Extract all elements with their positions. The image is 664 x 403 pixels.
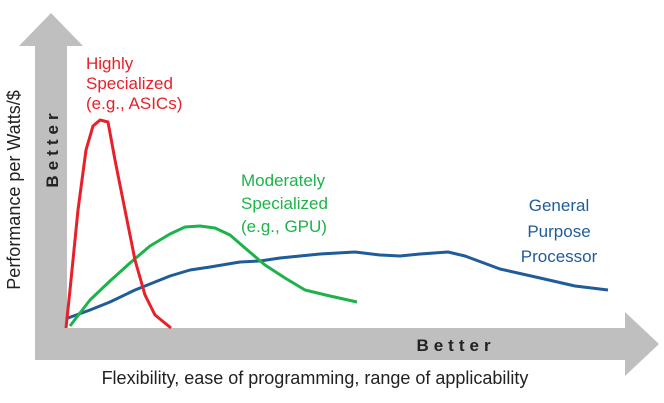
label-line: Purpose <box>527 222 590 241</box>
highly-specialized-label: Highly Specialized (e.g., ASICs) <box>86 54 182 113</box>
label-line: Processor <box>521 247 598 266</box>
y-axis-arrow <box>19 13 659 376</box>
x-axis-label: Flexibility, ease of programming, range … <box>102 368 529 388</box>
label-line: Moderately <box>241 171 326 190</box>
highly-specialized-curve <box>64 118 172 330</box>
general-purpose-label: General Purpose Processor <box>521 196 598 266</box>
y-axis-label: Performance per Watts/$ <box>4 90 24 289</box>
label-line: Highly <box>86 54 134 73</box>
label-line: Specialized <box>86 74 173 93</box>
label-line: Specialized <box>241 194 328 213</box>
x-axis-better: Better <box>416 336 495 355</box>
moderately-specialized-label: Moderately Specialized (e.g., GPU) <box>241 171 328 236</box>
moderately-specialized-curve <box>68 224 358 327</box>
y-axis-better: Better <box>43 108 62 187</box>
label-line: General <box>529 196 589 215</box>
label-line: (e.g., ASICs) <box>86 94 182 113</box>
label-line: (e.g., GPU) <box>241 217 327 236</box>
